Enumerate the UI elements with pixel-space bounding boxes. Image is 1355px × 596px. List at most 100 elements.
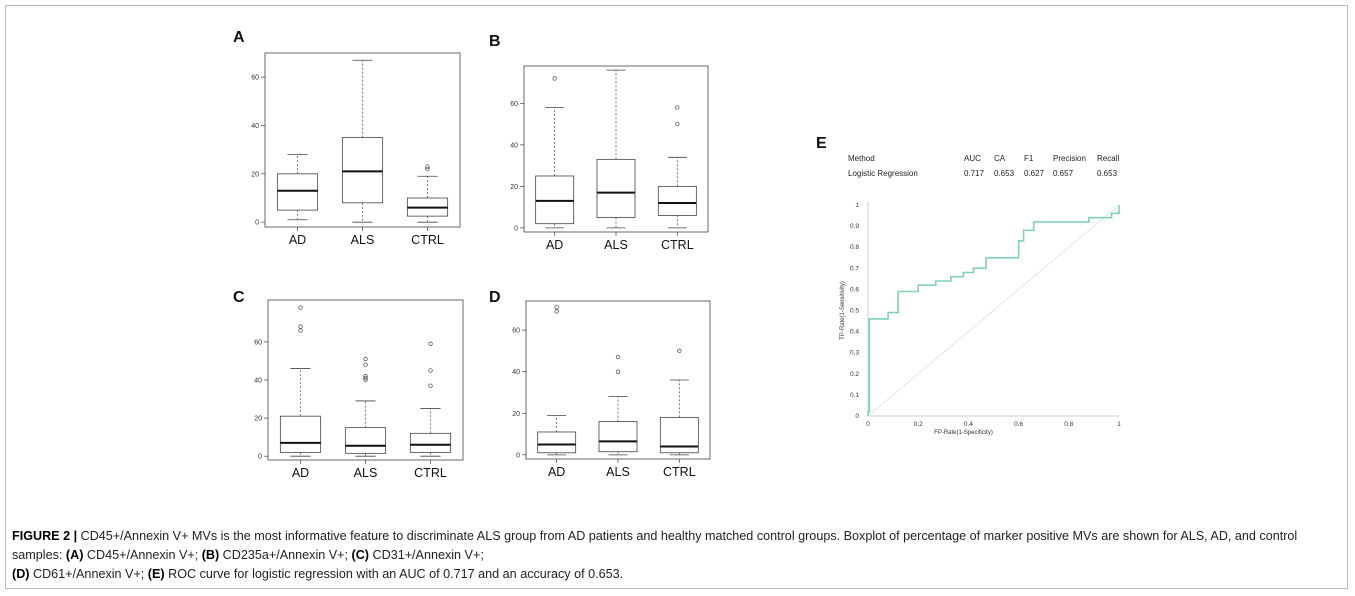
panel-b: B 0 20 40 60 AD ALS CTRL (489, 33, 709, 252)
panel-c-outlier-ctrl (428, 341, 433, 346)
roc-ytick-label: 0 (855, 413, 859, 420)
panel-c: C 0 20 40 60 AD ALS CTRL (233, 289, 464, 480)
caption-text-intro: CD45+/Annexin V+ MVs is the most informa… (12, 529, 1298, 562)
panel-c-outlier-ctrl (428, 368, 433, 373)
panel-c-ytick-label: 20 (254, 416, 262, 423)
panel-c-box-als (344, 427, 387, 454)
metrics-table-header: Recall (1097, 154, 1119, 163)
panel-c-ytick-label: 60 (254, 339, 262, 346)
panel-b-box-ad (535, 175, 575, 225)
panel-c-ytick-label: 0 (258, 454, 262, 461)
figure-caption: FIGURE 2 | CD45+/Annexin V+ MVs is the m… (12, 527, 1342, 584)
panel-c-outlier-ad (298, 324, 303, 329)
caption-text-e: ROC curve for logistic regression with a… (164, 567, 624, 581)
roc-ytick-label: 0.8 (850, 244, 859, 251)
roc-ytick-label: 0.3 (850, 350, 859, 357)
panel-c-outlier-als (363, 362, 368, 367)
roc-xtick-label: 0.4 (964, 421, 973, 428)
panel-d-outlier-ad (554, 309, 559, 314)
roc-ytick-label: 0.9 (850, 223, 859, 230)
panel-a-ytick-label: 60 (251, 75, 259, 82)
panel-d-outlier-ctrl (677, 348, 682, 354)
panel-b-letter: B (489, 33, 501, 50)
panel-b-ytick-label: 60 (510, 101, 518, 108)
roc-y-axis-label: TP-Rate(1-Sensitivity) (840, 281, 846, 340)
panel-b-box-als (596, 158, 636, 218)
panel-b-box-ctrl (657, 185, 697, 216)
panel-a-box-ad (276, 173, 319, 211)
panel-a-ytick-label: 40 (251, 123, 259, 130)
caption-ref-a: (A) (65, 548, 84, 562)
metrics-table-cell: 0.653 (1097, 169, 1118, 178)
panel-a-category-label-ctrl: CTRL (411, 233, 444, 247)
metrics-table-cell: 0.627 (1024, 169, 1045, 178)
roc-ytick-label: 0.4 (850, 329, 859, 336)
metrics-table-header: F1 (1024, 154, 1034, 163)
panel-b-outlier-ctrl (675, 121, 680, 127)
metrics-table-header: Method (848, 154, 875, 163)
panel-d-letter: D (489, 289, 501, 306)
panel-d-category-label-ad: AD (548, 465, 565, 479)
panel-d-category-label-ctrl: CTRL (663, 465, 696, 479)
caption-text-d: CD61+/Annexin V+; (29, 567, 148, 581)
roc-xtick-label: 0 (866, 421, 870, 428)
metrics-table-header: CA (994, 154, 1006, 163)
roc-x-axis-label: FP-Rate(1-Specificity) (934, 430, 993, 436)
panel-c-box-ad (279, 415, 322, 453)
panel-b-ytick-label: 0 (514, 225, 518, 232)
panel-a-box-als (341, 137, 384, 204)
roc-ytick-label: 0.1 (850, 392, 859, 399)
caption-figure-label: FIGURE 2 | (12, 529, 78, 543)
panel-d: D 0 20 40 60 AD ALS CTRL (489, 289, 711, 479)
roc-ytick-label: 1 (855, 202, 859, 209)
panel-e: E Method AUC CA F1 Precision Recall Logistic Re… (816, 135, 1121, 436)
roc-curve (867, 205, 1120, 416)
caption-text-b: CD235a+/Annexin V+; (219, 548, 352, 562)
figure-frame (5, 5, 1348, 589)
panel-c-outlier-als (363, 375, 368, 381)
panel-b-category-label-als: ALS (604, 238, 628, 252)
caption-ref-e: (E) (147, 567, 165, 581)
panel-d-box-ad (537, 431, 577, 454)
roc-ytick-label: 0.5 (850, 308, 859, 315)
panel-c-outlier-ad (298, 328, 303, 333)
roc-ytick-label: 0.7 (850, 265, 859, 272)
panel-d-outlier-ad (554, 305, 559, 310)
roc-xtick-label: 0.8 (1064, 421, 1073, 428)
panel-d-ytick-label: 0 (516, 452, 520, 459)
roc-diagonal-reference (867, 204, 1120, 417)
metrics-table-cell: 0.717 (964, 169, 985, 178)
panel-d-outlier-als (615, 369, 621, 374)
panel-a-outlier-ctrl (425, 164, 430, 169)
roc-ytick-label: 0.6 (850, 286, 859, 293)
panel-d-box-als (598, 421, 638, 453)
panel-c-outlier-ctrl (428, 383, 433, 388)
panel-a-letter: A (233, 29, 245, 46)
panel-a-outlier-ctrl (425, 166, 430, 172)
roc-ytick-label: 0.2 (850, 371, 859, 378)
panel-c-category-label-ad: AD (292, 466, 309, 480)
panel-b-outlier-ctrl (675, 105, 680, 110)
panel-a-ytick-label: 0 (255, 220, 259, 227)
panel-c-box-ctrl (409, 432, 452, 453)
figure-plots: A 0 20 40 60 AD ALS CTRL B 0 20 40 60 AD ALS CTRL C 0 20… (233, 29, 1121, 480)
caption-text-a: CD45+/Annexin V+; (83, 548, 202, 562)
panel-b-category-label-ctrl: CTRL (661, 238, 694, 252)
metrics-table-cell: 0.657 (1053, 169, 1074, 178)
roc-xtick-label: 1 (1117, 421, 1121, 428)
caption-ref-d: (D) (12, 567, 30, 581)
panel-d-ytick-label: 60 (512, 328, 520, 335)
panel-c-outlier-ad (298, 305, 303, 310)
metrics-table-cell: Logistic Regression (848, 169, 918, 178)
metrics-table-cell: 0.653 (994, 169, 1015, 178)
caption-text-c: CD31+/Annexin V+; (369, 548, 484, 562)
panel-a: A 0 20 40 60 AD ALS CTRL (233, 29, 461, 247)
caption-ref-c: (C) (351, 548, 369, 562)
panel-d-ytick-label: 20 (512, 411, 520, 418)
panel-a-category-label-als: ALS (351, 233, 375, 247)
metrics-table-header: AUC (964, 154, 981, 163)
panel-b-ytick-label: 20 (510, 184, 518, 191)
panel-a-ytick-label: 20 (251, 171, 259, 178)
metrics-table-header: Precision (1053, 154, 1086, 163)
panel-c-category-label-als: ALS (354, 466, 378, 480)
